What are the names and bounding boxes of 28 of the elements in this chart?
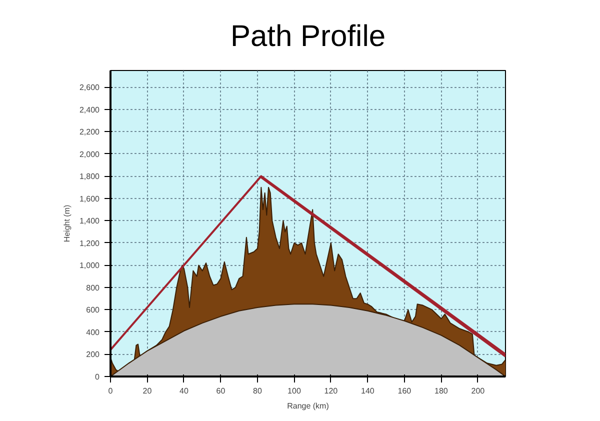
x-tick-label: 40 xyxy=(180,386,189,396)
y-tick-label: 1,600 xyxy=(79,194,100,204)
x-tick-label: 60 xyxy=(216,386,226,396)
y-tick-label: 1,200 xyxy=(79,238,100,248)
y-tick-label: 1,000 xyxy=(79,261,100,270)
x-tick-label: 140 xyxy=(361,386,375,396)
y-tick-label: 400 xyxy=(86,328,100,337)
y-tick-label: 600 xyxy=(86,306,100,315)
x-tick-label: 100 xyxy=(288,386,302,396)
y-tick-label: 1,800 xyxy=(79,172,100,182)
x-tick-label: 200 xyxy=(471,386,486,396)
y-axis-title: Height (m) xyxy=(62,204,72,242)
y-tick-label: 200 xyxy=(86,350,100,360)
y-tick-label: 0 xyxy=(95,372,100,382)
x-tick-label: 20 xyxy=(142,386,152,396)
y-tick-label: 2,600 xyxy=(79,83,100,92)
x-tick-label: 80 xyxy=(253,386,262,396)
x-tick-label: 120 xyxy=(324,386,338,396)
y-tick-label: 2,400 xyxy=(79,105,100,114)
x-tick-label: 0 xyxy=(108,386,114,396)
y-tick-label: 2,200 xyxy=(79,128,100,137)
chart-title: Path Profile xyxy=(230,20,386,53)
y-tick-label: 2,000 xyxy=(79,150,100,159)
x-tick-label: 160 xyxy=(398,386,412,396)
x-axis-title: Range (km) xyxy=(287,402,330,410)
y-tick-label: 1,400 xyxy=(79,216,100,226)
x-tick-label: 180 xyxy=(434,386,448,396)
y-tick-label: 800 xyxy=(86,283,100,292)
